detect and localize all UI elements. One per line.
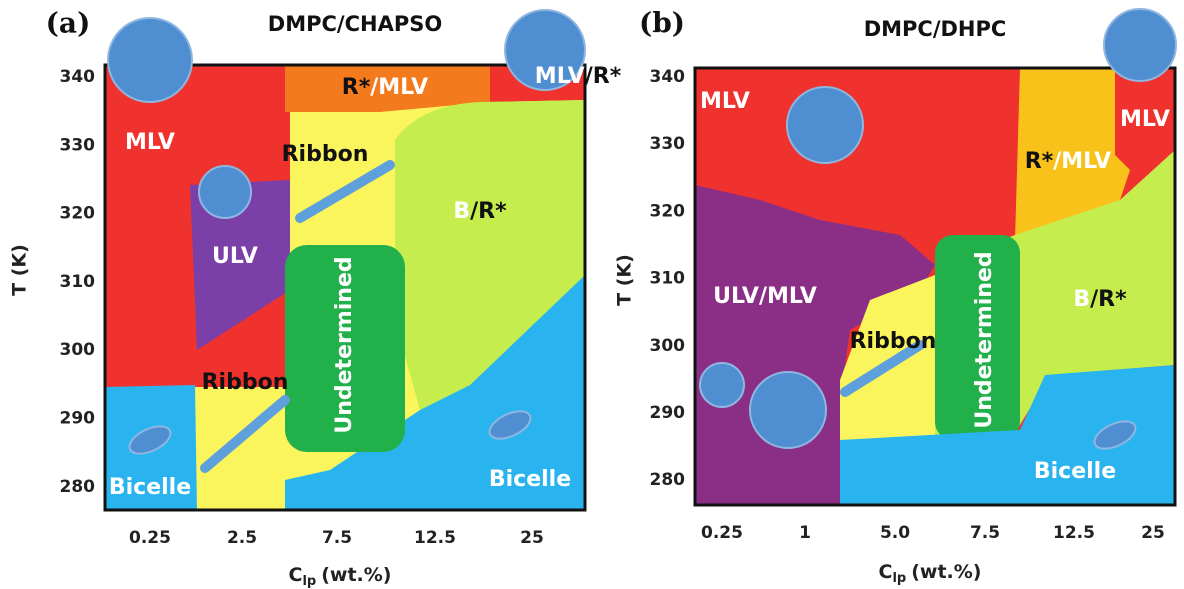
x-axis-label-sub: lp [892,571,906,586]
region-labels: MLV ULV Ribbon Ribbon Undetermined Bicel… [109,64,622,500]
x-tick-label: 25 [520,528,544,548]
region-label-part: /MLV [1053,149,1111,174]
region-label: Ribbon [282,142,369,167]
y-tick-label: 320 [650,201,686,221]
region-label: Undetermined [972,251,997,428]
region-label-part: /MLV [370,75,428,100]
region-label: B/R* [453,199,507,224]
x-tick-label: 12.5 [1053,523,1095,543]
region-label: MLV/R* [535,64,622,89]
ticks: 340 330 320 310 300 290 280 0.25 1 5.0 7.5 12.5 25 [650,67,1165,543]
region-label-part: /R* [1090,287,1127,312]
region-label: MLV [1120,107,1170,132]
region-label: Ribbon [202,370,289,395]
region-label: MLV [700,89,750,114]
x-tick-label: 25 [1141,523,1165,543]
region-label-part: /R* [470,199,507,224]
y-axis-label: T (K) [9,244,31,296]
region-label-part: B [453,199,470,224]
region-label-part: R* [1025,149,1054,174]
y-tick-label: 280 [60,477,96,497]
region-label-part: /R* [585,64,622,89]
region-label: MLV [125,130,175,155]
region-labels: MLV MLV R*/MLV ULV/MLV Ribbon Undetermin… [700,89,1170,484]
y-tick-label: 280 [650,470,686,490]
region-label: R*/MLV [342,75,428,100]
region-label: Undetermined [332,256,357,433]
panel-title: DMPC/DHPC [864,17,1007,41]
panel-b-plot [693,8,1177,507]
x-tick-label: 0.25 [129,528,171,548]
region-label: Bicelle [109,475,191,500]
y-tick-label: 310 [650,269,686,289]
y-tick-label: 290 [60,409,96,429]
y-tick-label: 300 [60,340,96,360]
y-tick-label: 300 [650,336,686,356]
x-tick-label: 1 [799,523,811,543]
region-label: ULV [212,244,258,269]
y-tick-label: 340 [650,67,686,87]
panel-label: (b) [639,7,685,40]
region-label: Bicelle [489,467,571,492]
x-tick-label: 12.5 [414,528,456,548]
region-label: R*/MLV [1025,149,1111,174]
x-tick-label: 7.5 [970,523,1000,543]
region-label: ULV/MLV [713,284,817,309]
y-tick-label: 290 [650,403,686,423]
y-axis-label: T (K) [614,254,636,306]
y-tick-label: 310 [60,272,96,292]
x-axis-label: Clp (wt.%) [289,564,392,589]
region-label: Bicelle [1034,459,1116,484]
x-axis-label: Clp (wt.%) [879,561,982,586]
x-axis-label-main: C [879,561,893,583]
x-axis-label-main: C [289,564,303,586]
y-tick-label: 320 [60,204,96,224]
region-label-part: R* [342,75,371,100]
panel-label: (a) [46,7,91,40]
x-tick-label: 2.5 [227,528,257,548]
region-label: Ribbon [850,329,937,354]
x-axis-label-sub: lp [302,574,316,589]
ticks: 340 330 320 310 300 290 280 0.25 2.5 7.5 12.5 25 [60,67,544,548]
x-tick-label: 7.5 [322,528,352,548]
region-label-part: B [1073,287,1090,312]
y-tick-label: 330 [60,135,96,155]
x-tick-label: 0.25 [701,523,743,543]
region-label-part: MLV [535,64,585,89]
x-axis-label-unit: (wt.%) [321,564,391,586]
panel-a-plot [103,9,587,512]
region-label: B/R* [1073,287,1127,312]
panel-title: DMPC/CHAPSO [268,12,442,36]
y-tick-label: 330 [650,134,686,154]
y-tick-label: 340 [60,67,96,87]
x-axis-label-unit: (wt.%) [911,561,981,583]
x-tick-label: 5.0 [880,523,910,543]
